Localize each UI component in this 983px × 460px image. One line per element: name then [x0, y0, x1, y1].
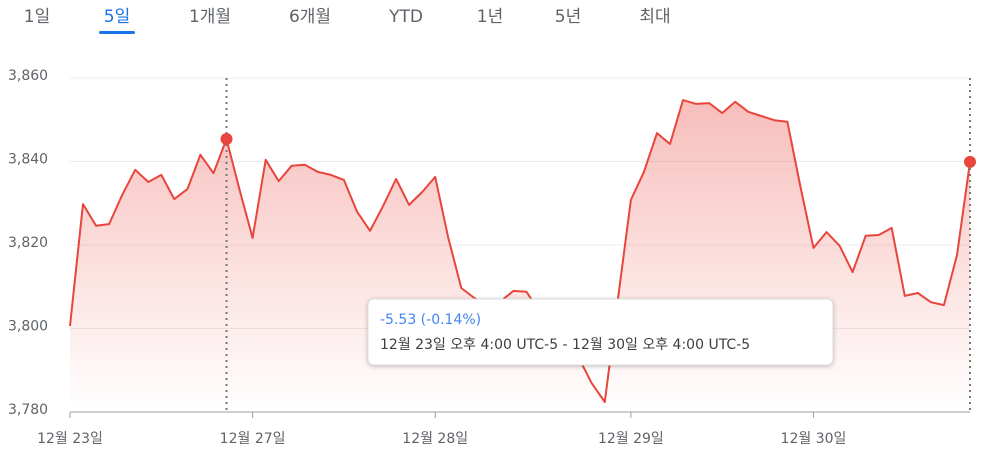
tab[interactable]: 1년: [477, 7, 503, 27]
y-tick-label: 3,800: [8, 319, 48, 335]
tab[interactable]: 1일: [24, 7, 50, 27]
tab[interactable]: 5일: [104, 7, 130, 27]
range-tabs: 1일 5일 1개월 6개월 YTD 1년 5년 최대: [24, 7, 671, 34]
y-tick-label: 3,860: [8, 68, 48, 84]
tab-underline: [99, 31, 135, 34]
x-tick-label: 12월 30일: [781, 431, 847, 447]
tooltip-box: [367, 298, 834, 366]
selection-point: [964, 155, 976, 168]
price-line: [69, 99, 971, 403]
y-tick-label: 3,820: [8, 235, 48, 251]
x-tick-label: 12월 29일: [598, 431, 664, 447]
x-tick-label: 12월 28일: [402, 431, 468, 447]
tab[interactable]: 최대: [639, 7, 670, 27]
tab[interactable]: 6개월: [289, 7, 331, 27]
tab[interactable]: 5년: [555, 7, 581, 27]
plot: 3,780 3,800 3,820 3,840 3,860 12월 23일 12월 27일 1…: [8, 68, 976, 447]
tab[interactable]: 1개월: [189, 7, 231, 27]
tooltip-change: -5.53 (-0.14%): [380, 312, 481, 328]
tooltip-range: 12월 23일 오후 4:00 UTC-5 - 12월 30일 오후 4:00 …: [380, 337, 750, 353]
x-tick-label: 12월 27일: [220, 431, 286, 447]
y-tick-label: 3,840: [8, 152, 48, 168]
tab[interactable]: YTD: [388, 7, 423, 27]
selection-point: [220, 132, 233, 145]
tooltip: -5.53 (-0.14%) 12월 23일 오후 4:00 UTC-5 - 1…: [367, 298, 834, 366]
y-tick-label: 3,780: [8, 402, 48, 418]
x-tick-label: 12월 23일: [37, 431, 103, 447]
